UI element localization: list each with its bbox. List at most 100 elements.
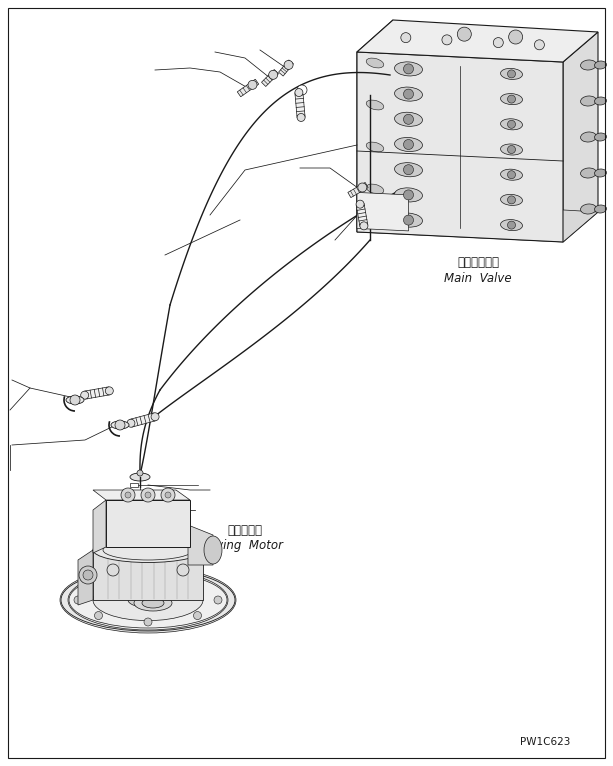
Ellipse shape <box>366 58 384 68</box>
Circle shape <box>297 113 305 122</box>
Ellipse shape <box>595 133 606 141</box>
Ellipse shape <box>93 538 203 562</box>
Bar <box>130 483 138 487</box>
Circle shape <box>493 38 503 47</box>
Polygon shape <box>262 70 278 87</box>
Circle shape <box>509 30 523 44</box>
Text: Swing  Motor: Swing Motor <box>207 539 283 552</box>
Polygon shape <box>237 79 259 97</box>
Ellipse shape <box>66 396 84 404</box>
Circle shape <box>79 566 97 584</box>
Ellipse shape <box>581 204 596 214</box>
Ellipse shape <box>501 93 522 105</box>
Circle shape <box>74 596 82 604</box>
Ellipse shape <box>395 62 422 76</box>
Circle shape <box>442 34 452 45</box>
Circle shape <box>508 171 516 178</box>
Ellipse shape <box>501 195 522 205</box>
Circle shape <box>360 222 368 230</box>
Polygon shape <box>130 413 156 427</box>
Circle shape <box>457 27 471 41</box>
Ellipse shape <box>581 168 596 178</box>
Circle shape <box>151 413 159 421</box>
Circle shape <box>403 139 414 149</box>
Circle shape <box>403 165 414 175</box>
Circle shape <box>94 611 102 620</box>
Circle shape <box>535 40 544 50</box>
Ellipse shape <box>111 421 129 429</box>
Polygon shape <box>357 192 408 231</box>
Circle shape <box>165 492 171 498</box>
Polygon shape <box>357 20 393 232</box>
Circle shape <box>508 95 516 103</box>
Circle shape <box>508 221 516 229</box>
Ellipse shape <box>60 567 236 633</box>
Circle shape <box>284 61 293 70</box>
Ellipse shape <box>501 68 522 80</box>
Polygon shape <box>106 500 190 547</box>
Circle shape <box>403 114 414 124</box>
Ellipse shape <box>142 598 164 608</box>
Circle shape <box>81 391 89 399</box>
Circle shape <box>127 419 135 427</box>
Circle shape <box>115 420 125 430</box>
Polygon shape <box>84 387 110 399</box>
Ellipse shape <box>395 162 422 177</box>
Ellipse shape <box>297 85 307 95</box>
Ellipse shape <box>501 144 522 155</box>
Circle shape <box>83 570 93 580</box>
Circle shape <box>94 581 102 588</box>
Ellipse shape <box>595 169 606 177</box>
Circle shape <box>401 33 411 43</box>
Ellipse shape <box>366 100 384 110</box>
Circle shape <box>295 89 303 97</box>
Circle shape <box>194 611 202 620</box>
Ellipse shape <box>130 473 150 481</box>
Polygon shape <box>357 20 598 62</box>
Polygon shape <box>348 182 368 198</box>
Ellipse shape <box>395 213 422 228</box>
Circle shape <box>107 564 119 576</box>
Ellipse shape <box>595 205 606 213</box>
Circle shape <box>144 618 152 626</box>
Circle shape <box>508 146 516 153</box>
Circle shape <box>145 492 151 498</box>
Ellipse shape <box>595 97 606 105</box>
Circle shape <box>508 70 516 78</box>
Polygon shape <box>93 550 203 600</box>
Circle shape <box>248 80 257 90</box>
Ellipse shape <box>395 87 422 101</box>
Polygon shape <box>357 200 598 242</box>
Ellipse shape <box>501 169 522 180</box>
Ellipse shape <box>366 142 384 152</box>
Text: Main  Valve: Main Valve <box>444 271 512 284</box>
Circle shape <box>125 492 131 498</box>
Circle shape <box>403 64 414 74</box>
Circle shape <box>214 596 222 604</box>
Circle shape <box>508 120 516 128</box>
Text: PW1C623: PW1C623 <box>520 737 570 747</box>
Circle shape <box>268 70 278 80</box>
Ellipse shape <box>134 595 172 611</box>
Circle shape <box>403 89 414 99</box>
Ellipse shape <box>595 61 606 69</box>
Ellipse shape <box>395 113 422 126</box>
Circle shape <box>105 387 113 394</box>
Polygon shape <box>93 500 106 553</box>
Polygon shape <box>295 92 305 118</box>
Circle shape <box>141 488 155 502</box>
Polygon shape <box>356 204 368 227</box>
Polygon shape <box>78 550 93 605</box>
Polygon shape <box>188 525 213 565</box>
Text: 旋回モータ: 旋回モータ <box>227 523 262 536</box>
Circle shape <box>358 183 367 192</box>
Polygon shape <box>357 52 563 242</box>
Polygon shape <box>93 490 190 500</box>
Ellipse shape <box>395 137 422 152</box>
Circle shape <box>161 488 175 502</box>
Ellipse shape <box>581 132 596 142</box>
Circle shape <box>403 190 414 200</box>
Ellipse shape <box>501 119 522 130</box>
Polygon shape <box>278 60 294 76</box>
Ellipse shape <box>581 60 596 70</box>
